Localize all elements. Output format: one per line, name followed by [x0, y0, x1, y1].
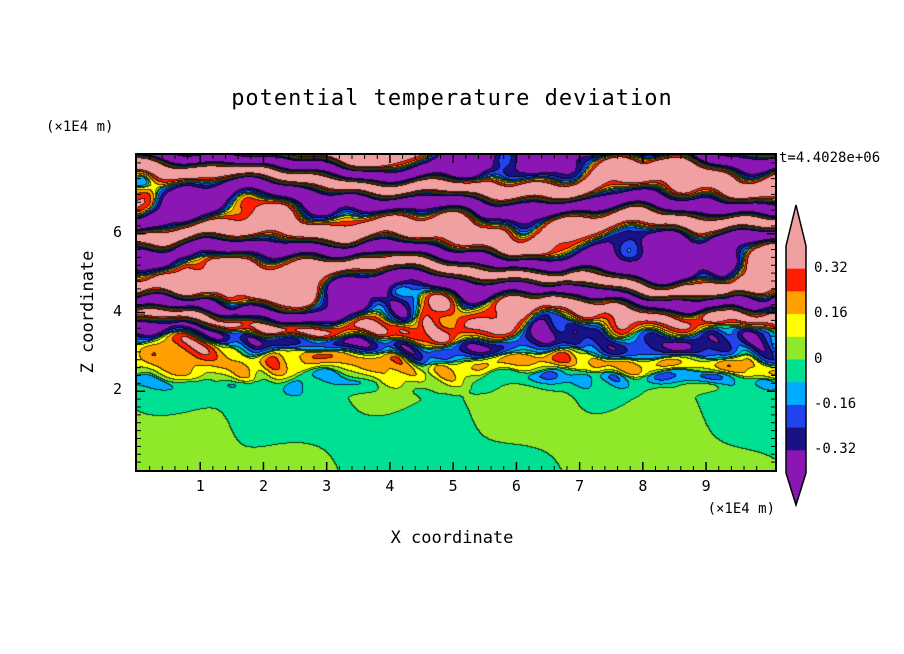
- x-axis-title: X coordinate: [390, 528, 514, 548]
- heatmap-field-canvas: [137, 155, 775, 470]
- x-tick-label: 3: [322, 477, 332, 495]
- colorbar: [785, 204, 807, 508]
- colorbar-segment: [786, 450, 806, 474]
- colorbar-label: 0: [814, 350, 823, 367]
- plot-area: [135, 153, 777, 472]
- x-tick-label: 4: [385, 477, 395, 495]
- x-tick-label: 2: [258, 477, 268, 495]
- colorbar-segment: [786, 246, 806, 270]
- colorbar-outline: [785, 204, 807, 508]
- x-tick-label: 1: [195, 477, 205, 495]
- x-tick-label: 7: [575, 477, 585, 495]
- colorbar-label: 0.32: [814, 259, 848, 276]
- colorbar-segment: [786, 359, 806, 383]
- z-tick-label: 2: [112, 380, 122, 399]
- x-tick-label: 6: [511, 477, 521, 495]
- z-axis-unit-label: (×1E4 m): [46, 119, 114, 135]
- x-tick-label: 8: [638, 477, 648, 495]
- colorbar-label: 0.16: [814, 305, 848, 322]
- axis-ticks: [137, 155, 775, 470]
- colorbar-top-arrow: [786, 205, 806, 246]
- colorbar-segment: [786, 268, 806, 292]
- colorbar-segment: [786, 336, 806, 360]
- x-axis-unit-label: (×1E4 m): [707, 501, 775, 517]
- colorbar-segment: [786, 427, 806, 451]
- x-tick-label: 5: [448, 477, 458, 495]
- z-tick-label: 4: [112, 301, 122, 320]
- z-tick-label: 6: [112, 222, 122, 241]
- colorbar-segment: [786, 291, 806, 315]
- colorbar-bottom-arrow: [786, 473, 806, 505]
- colorbar-segment: [786, 382, 806, 406]
- time-annotation: t=4.4028e+06: [779, 150, 881, 166]
- colorbar-segment: [786, 404, 806, 429]
- x-tick-label: 9: [701, 477, 711, 495]
- colorbar-segment: [786, 314, 806, 338]
- colorbar-label: -0.32: [814, 441, 857, 458]
- colorbar-label: -0.16: [814, 395, 857, 412]
- chart-title: potential temperature deviation: [231, 86, 673, 111]
